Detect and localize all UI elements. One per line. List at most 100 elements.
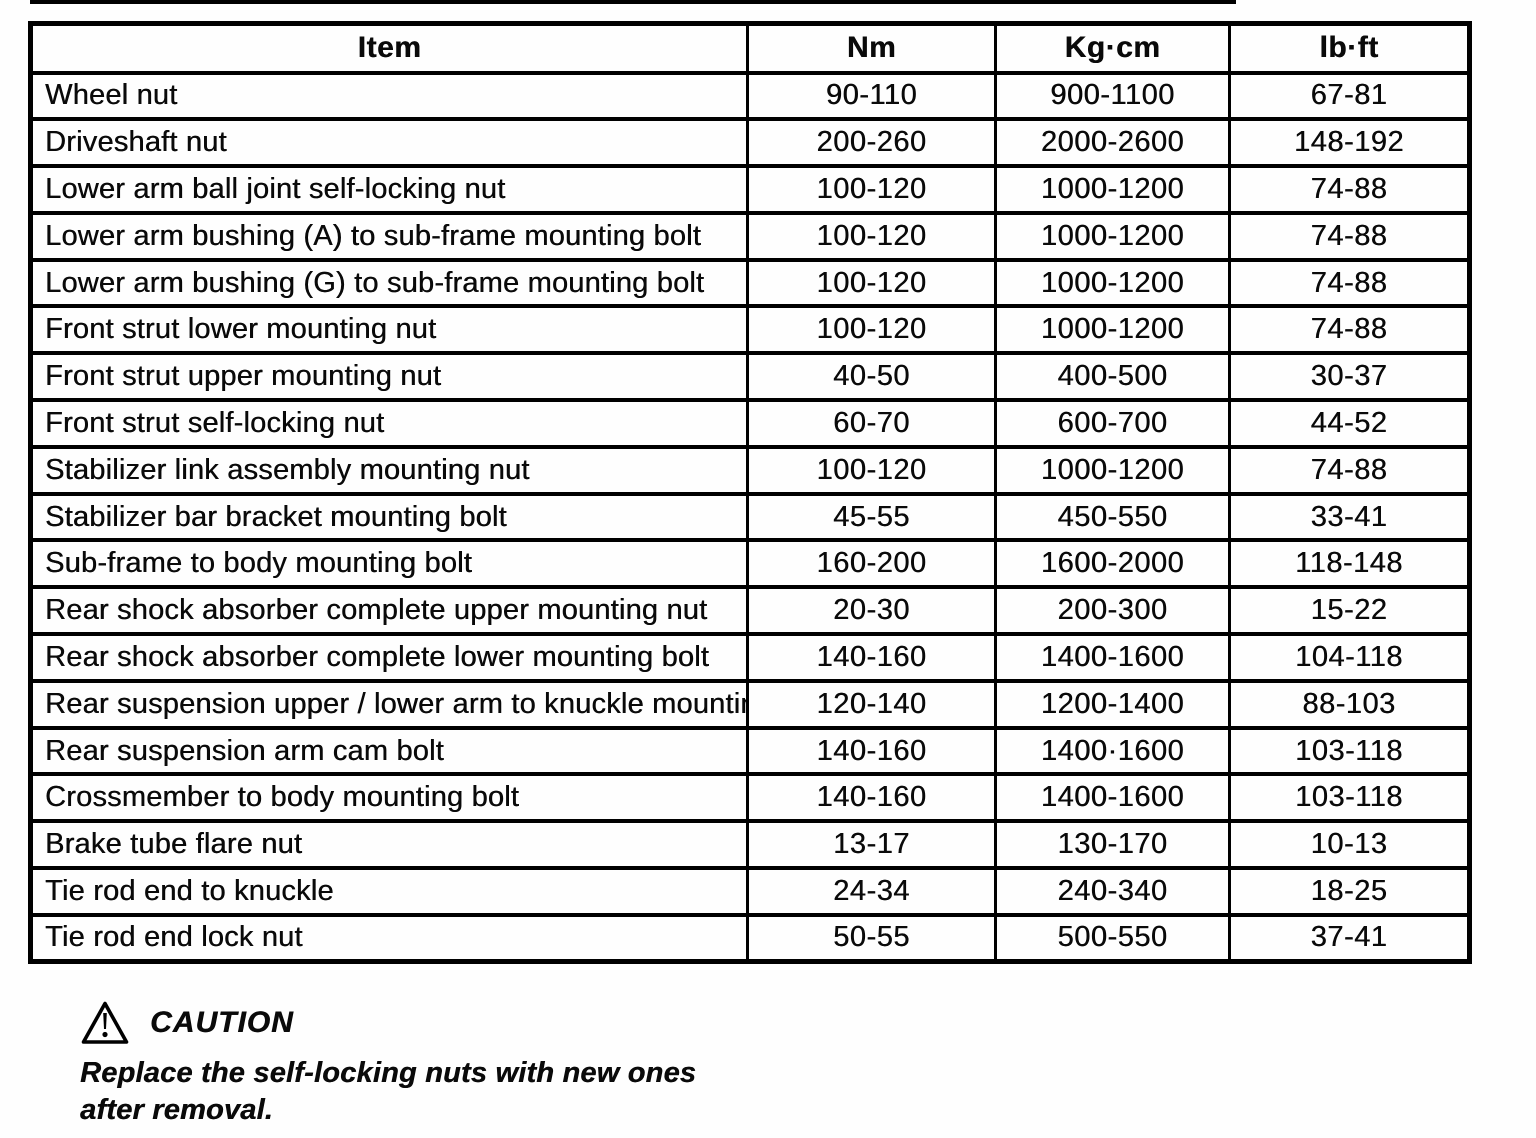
caution-text: Replace the self-locking nuts with new o…: [80, 1057, 697, 1126]
item-cell: Driveshaft nut: [29, 117, 749, 169]
kgcm-cell: 1400-1600: [994, 632, 1231, 683]
table-header-row: Item Nm Kg·cm lb·ft: [29, 21, 1471, 75]
kgcm-cell: 1000-1200: [994, 444, 1231, 496]
item-cell: Sub-frame to body mounting bolt: [29, 538, 749, 590]
nm-cell: 13-17: [746, 819, 997, 871]
table-row: Rear shock absorber complete lower mount…: [29, 632, 1471, 683]
table-row: Stabilizer bar bracket mounting bolt 45-…: [29, 491, 1471, 543]
lbft-cell: 74-88: [1228, 210, 1471, 262]
kgcm-cell: 500-550: [994, 912, 1231, 964]
kgcm-cell: 240-340: [994, 866, 1231, 917]
nm-cell: 100-120: [746, 164, 997, 215]
item-cell: Brake tube flare nut: [29, 819, 749, 871]
item-cell: Stabilizer bar bracket mounting bolt: [29, 491, 749, 543]
kgcm-cell: 1000-1200: [994, 210, 1231, 262]
nm-cell: 50-55: [746, 912, 997, 964]
warning-triangle-icon: [80, 1000, 130, 1046]
table-row: Lower arm ball joint self-locking nut 10…: [29, 164, 1471, 215]
nm-cell: 20-30: [746, 585, 997, 637]
lbft-cell: 148-192: [1228, 117, 1471, 169]
kgcm-cell: 2000-2600: [994, 117, 1231, 169]
col-header-item: Item: [29, 21, 749, 75]
table-row: Sub-frame to body mounting bolt 160-200 …: [29, 538, 1471, 590]
torque-spec-table: Item Nm Kg·cm lb·ft Wheel nut 90-110 900…: [28, 21, 1472, 965]
lbft-cell: 103-118: [1228, 725, 1471, 777]
item-cell: Crossmember to body mounting bolt: [29, 772, 749, 824]
nm-cell: 90-110: [746, 70, 997, 122]
item-cell: Front strut lower mounting nut: [29, 304, 749, 356]
item-cell: Front strut self-locking nut: [29, 398, 749, 449]
kgcm-cell: 1000-1200: [994, 164, 1231, 215]
kgcm-cell: 1200-1400: [994, 678, 1231, 730]
item-cell: Lower arm bushing (A) to sub-frame mount…: [29, 210, 749, 262]
kgcm-cell: 1400·1600: [994, 725, 1231, 777]
table-row: Front strut upper mounting nut 40-50 400…: [29, 351, 1471, 403]
kgcm-cell: 1600-2000: [994, 538, 1231, 590]
lbft-cell: 44-52: [1228, 398, 1471, 449]
col-header-kgcm: Kg·cm: [994, 21, 1231, 75]
kgcm-cell: 600-700: [994, 398, 1231, 449]
nm-cell: 120-140: [746, 678, 997, 730]
kgcm-cell: 1000-1200: [994, 257, 1231, 309]
lbft-cell: 74-88: [1228, 257, 1471, 309]
caution-section: CAUTION Replace the self-locking nuts wi…: [80, 1000, 980, 1129]
col-header-lbft: lb·ft: [1228, 21, 1471, 75]
table-row: Tie rod end lock nut 50-55 500-550 37-41: [29, 912, 1471, 964]
table-row: Tie rod end to knuckle 24-34 240-340 18-…: [29, 866, 1471, 917]
nm-cell: 140-160: [746, 632, 997, 683]
nm-cell: 100-120: [746, 304, 997, 356]
lbft-cell: 104-118: [1228, 632, 1471, 683]
table-row: Brake tube flare nut 13-17 130-170 10-13: [29, 819, 1471, 871]
item-cell: Front strut upper mounting nut: [29, 351, 749, 403]
item-cell: Rear suspension upper / lower arm to knu…: [29, 678, 749, 730]
nm-cell: 60-70: [746, 398, 997, 449]
table-row: Rear shock absorber complete upper mount…: [29, 585, 1471, 637]
lbft-cell: 74-88: [1228, 444, 1471, 496]
nm-cell: 100-120: [746, 210, 997, 262]
lbft-cell: 30-37: [1228, 351, 1471, 403]
lbft-cell: 88-103: [1228, 678, 1471, 730]
lbft-cell: 33-41: [1228, 491, 1471, 543]
item-cell: Stabilizer link assembly mounting nut: [29, 444, 749, 496]
scan-artifact-line: [30, 0, 1236, 4]
kgcm-cell: 200-300: [994, 585, 1231, 637]
table-row: Stabilizer link assembly mounting nut 10…: [29, 444, 1471, 496]
lbft-cell: 74-88: [1228, 304, 1471, 356]
item-cell: Rear shock absorber complete upper mount…: [29, 585, 749, 637]
item-cell: Lower arm bushing (G) to sub-frame mount…: [29, 257, 749, 309]
lbft-cell: 67-81: [1228, 70, 1471, 122]
nm-cell: 140-160: [746, 725, 997, 777]
nm-cell: 200-260: [746, 117, 997, 169]
item-cell: Wheel nut: [29, 70, 749, 122]
item-cell: Rear shock absorber complete lower mount…: [29, 632, 749, 683]
nm-cell: 40-50: [746, 351, 997, 403]
kgcm-cell: 130-170: [994, 819, 1231, 871]
lbft-cell: 37-41: [1228, 912, 1471, 964]
table-row: Driveshaft nut 200-260 2000-2600 148-192: [29, 117, 1471, 169]
col-header-nm: Nm: [746, 21, 997, 75]
item-cell: Rear suspension arm cam bolt: [29, 725, 749, 777]
lbft-cell: 15-22: [1228, 585, 1471, 637]
kgcm-cell: 400-500: [994, 351, 1231, 403]
table-row: Lower arm bushing (A) to sub-frame mount…: [29, 210, 1471, 262]
table-row: Rear suspension upper / lower arm to knu…: [29, 678, 1471, 730]
kgcm-cell: 1000-1200: [994, 304, 1231, 356]
item-cell: Lower arm ball joint self-locking nut: [29, 164, 749, 215]
lbft-cell: 10-13: [1228, 819, 1471, 871]
lbft-cell: 103-118: [1228, 772, 1471, 824]
item-cell: Tie rod end lock nut: [29, 912, 749, 964]
table-row: Front strut self-locking nut 60-70 600-7…: [29, 398, 1471, 449]
lbft-cell: 18-25: [1228, 866, 1471, 917]
kgcm-cell: 450-550: [994, 491, 1231, 543]
table-row: Rear suspension arm cam bolt 140-160 140…: [29, 725, 1471, 777]
nm-cell: 100-120: [746, 444, 997, 496]
nm-cell: 160-200: [746, 538, 997, 590]
table-row: Crossmember to body mounting bolt 140-16…: [29, 772, 1471, 824]
caution-label: CAUTION: [150, 1006, 294, 1039]
nm-cell: 45-55: [746, 491, 997, 543]
lbft-cell: 74-88: [1228, 164, 1471, 215]
table-row: Lower arm bushing (G) to sub-frame mount…: [29, 257, 1471, 309]
table-row: Wheel nut 90-110 900-1100 67-81: [29, 70, 1471, 122]
nm-cell: 140-160: [746, 772, 997, 824]
